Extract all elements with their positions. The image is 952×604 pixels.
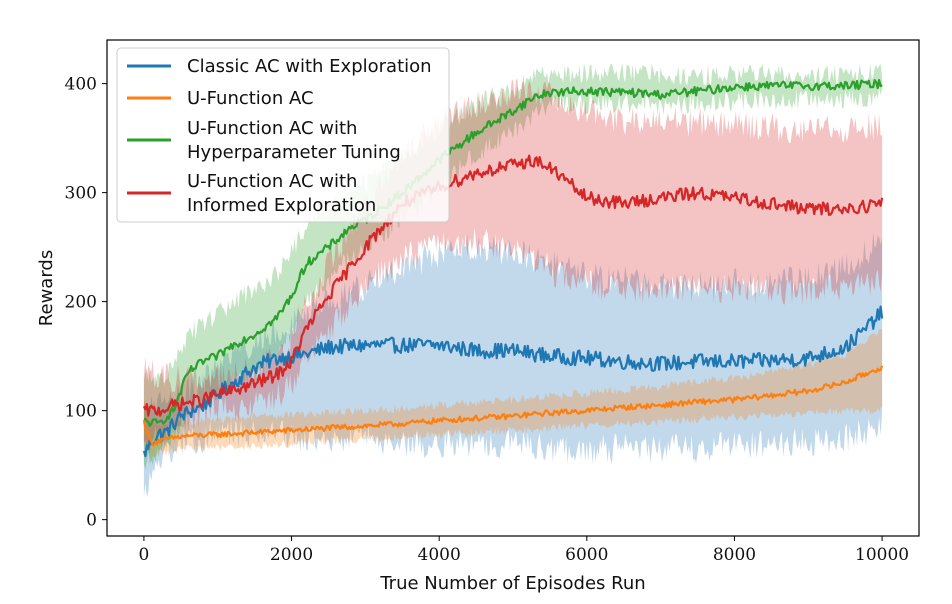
- legend-label: U-Function AC with Informed Exploration: [187, 171, 376, 216]
- line-classic-ac-with-exploration: [142, 305, 884, 458]
- y-tick-label: 400: [65, 75, 97, 95]
- y-axis-ticks: 0 100 200 300 400: [65, 75, 107, 531]
- y-tick-label: 100: [65, 402, 97, 422]
- x-tick-label: 2000: [270, 545, 313, 565]
- legend-label: Classic AC with Exploration: [187, 56, 432, 77]
- x-tick-label: 8000: [713, 545, 756, 565]
- x-axis-label: True Number of Episodes Run: [379, 573, 645, 594]
- line-u-function-ac-with-informed-exploration: [142, 154, 884, 417]
- y-tick-label: 0: [86, 511, 97, 531]
- band-u-function-ac-with-informed-exploration: [143, 78, 883, 454]
- line-u-function-ac: [142, 365, 884, 447]
- line-u-function-ac-with-hyperparameter-tuning: [143, 79, 883, 427]
- y-tick-label: 200: [65, 293, 97, 313]
- x-tick-label: 0: [138, 545, 149, 565]
- legend-label: U-Function AC: [187, 88, 314, 109]
- y-tick-label: 300: [65, 184, 97, 204]
- legend: Classic AC with Exploration U-Function AC…: [116, 47, 450, 223]
- plot-frame: [106, 39, 920, 537]
- band-classic-ac-with-exploration: [143, 232, 883, 498]
- x-tick-label: 6000: [565, 545, 608, 565]
- legend-label: U-Function AC with Hyperparameter Tuning: [187, 118, 401, 163]
- x-tick-label: 4000: [418, 545, 461, 565]
- band-u-function-ac-with-hyperparameter-tuning: [143, 62, 883, 469]
- y-axis-label: Rewards: [36, 250, 57, 326]
- x-tick-label: 10000: [855, 545, 909, 565]
- legend-box: [116, 47, 450, 223]
- x-axis-ticks: 0 2000 4000 6000 8000 10000: [138, 536, 909, 565]
- series-lines: [142, 79, 884, 458]
